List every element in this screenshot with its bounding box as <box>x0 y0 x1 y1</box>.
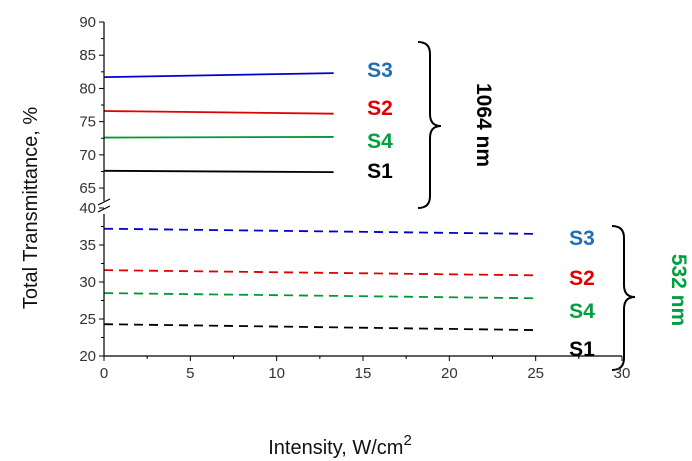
x-tick-label: 20 <box>441 365 458 382</box>
lower-series-line-s3 <box>103 227 536 235</box>
x-axis-title-text: Intensity, W/cm <box>268 437 403 459</box>
lower-series-label-s2: S2 <box>569 267 595 290</box>
axis-break-mark <box>97 198 111 206</box>
axes: 0 5 10 15 20 25 30 65 70 75 80 85 90 20 25 30 35 40 <box>79 14 630 382</box>
lower-series-line-s4 <box>103 292 536 300</box>
lower-y-tick-label: 30 <box>79 274 96 291</box>
lower-series-label-s3: S3 <box>569 227 595 250</box>
lower-series-label-s4: S4 <box>569 300 595 323</box>
upper-y-tick-label: 75 <box>79 114 96 131</box>
axis-break-mark <box>97 205 111 213</box>
upper-y-tick-label: 80 <box>79 80 96 97</box>
upper-plot-area: S3 S2 S4 S1 1064 nm <box>103 41 495 209</box>
lower-plot-area: S3 S2 S4 S1 532 nm <box>103 225 690 371</box>
upper-y-tick-label: 90 <box>79 14 96 31</box>
upper-y-tick-label: 65 <box>79 180 96 197</box>
lower-y-tick-label: 40 <box>79 200 96 217</box>
lower-y-tick-label: 35 <box>79 237 96 254</box>
lower-y-tick-label: 20 <box>79 348 96 365</box>
upper-group-label: 1064 nm <box>472 83 495 167</box>
upper-y-tick-label: 85 <box>79 47 96 64</box>
lower-group-label: 532 nm <box>667 254 690 326</box>
upper-group-brace <box>417 41 442 209</box>
x-axis-title-superscript: 2 <box>403 432 411 449</box>
upper-series-line-s4 <box>103 136 334 139</box>
lower-series-line-s2 <box>103 269 536 277</box>
lower-y-tick-label: 25 <box>79 311 96 328</box>
x-tick-label: 0 <box>100 365 108 382</box>
upper-series-line-s3 <box>103 72 334 79</box>
lower-group-brace <box>611 225 636 371</box>
x-axis-title: Intensity, W/cm2 <box>268 432 412 459</box>
upper-series-label-s4: S4 <box>367 130 393 153</box>
lower-series-label-s1: S1 <box>569 338 595 361</box>
upper-series-label-s2: S2 <box>367 97 393 120</box>
upper-series-line-s2 <box>103 110 334 115</box>
y-axis-title: Total Transmittance, % <box>20 107 42 310</box>
x-tick-label: 15 <box>355 365 372 382</box>
x-tick-label: 25 <box>527 365 544 382</box>
upper-series-label-s3: S3 <box>367 59 393 82</box>
x-tick-label: 30 <box>614 365 631 382</box>
upper-y-tick-label: 70 <box>79 147 96 164</box>
upper-series-line-s1 <box>103 169 334 174</box>
x-tick-label: 5 <box>186 365 194 382</box>
lower-series-line-s1 <box>103 323 536 331</box>
x-tick-label: 10 <box>268 365 285 382</box>
upper-series-label-s1: S1 <box>367 160 393 183</box>
